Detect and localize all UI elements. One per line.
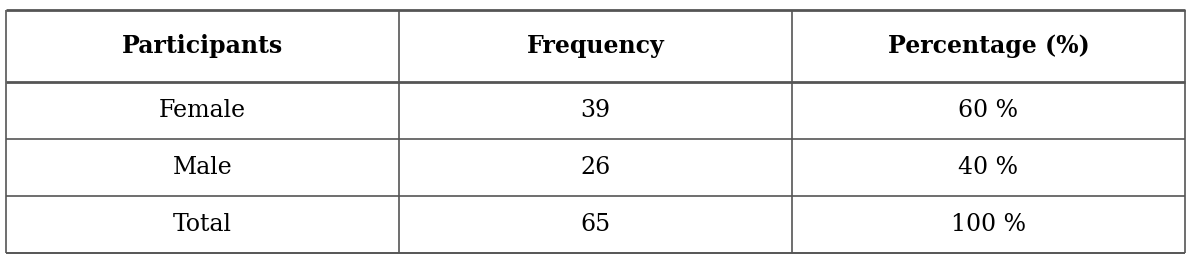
Text: Total: Total — [173, 213, 232, 236]
Text: Frequency: Frequency — [526, 34, 665, 58]
Text: Participants: Participants — [121, 34, 283, 58]
Text: 39: 39 — [580, 99, 611, 122]
Text: 40 %: 40 % — [959, 156, 1018, 179]
Text: Percentage (%): Percentage (%) — [887, 34, 1090, 58]
Text: Male: Male — [173, 156, 232, 179]
Text: 26: 26 — [580, 156, 611, 179]
Text: Female: Female — [158, 99, 247, 122]
Text: 100 %: 100 % — [950, 213, 1025, 236]
Text: 65: 65 — [580, 213, 611, 236]
Text: 60 %: 60 % — [959, 99, 1018, 122]
